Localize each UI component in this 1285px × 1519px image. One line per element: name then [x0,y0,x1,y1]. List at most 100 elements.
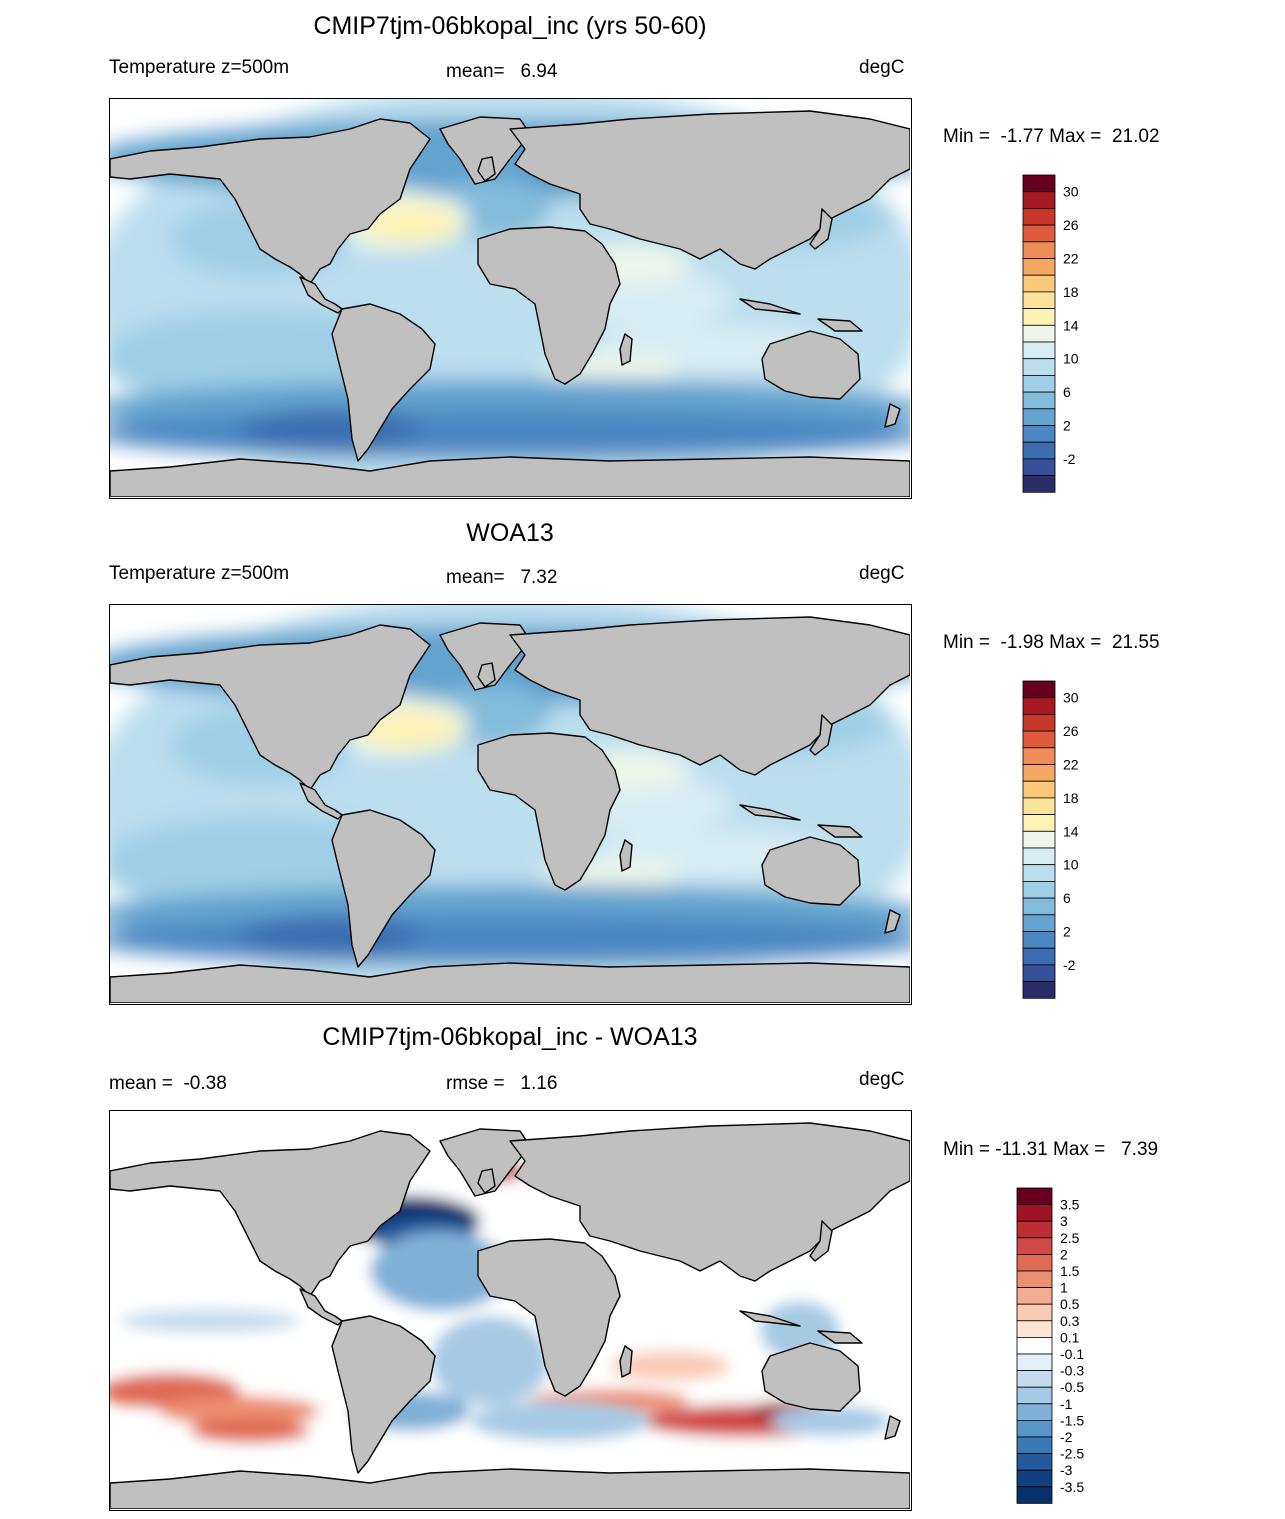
land-australia [761,836,861,906]
land-new-guinea [817,318,863,332]
colorbar-tick-label: 2 [1063,418,1071,434]
colorbar-bin [1022,224,1056,243]
colorbar-bin [1022,458,1056,476]
land-greenland [439,116,531,185]
colorbar-bin [1022,880,1056,899]
land-mask [110,1122,910,1509]
colorbar-bin [1022,931,1056,949]
land-australia [761,1342,861,1412]
colorbar-bin [1022,680,1056,699]
colorbar-bin [1016,1204,1053,1222]
colorbar-tick-label: 1.5 [1060,1263,1080,1279]
map-canvas [110,99,910,497]
colorbar-bin [1016,1453,1053,1471]
land-uk [477,1168,496,1194]
map-canvas [110,605,910,1003]
land-north-america [110,1130,431,1297]
colorbar-tick-label: -1.5 [1060,1412,1084,1428]
colorbar-bin [1022,981,1056,999]
panel-1-mean-label: mean= 6.94 [446,61,558,82]
panel-3-rmse-label: rmse = 1.16 [446,1073,558,1094]
land-japan [809,208,833,250]
colorbar-bin [1022,780,1056,799]
ocean-field-patch [110,915,910,965]
colorbar-bin [1022,964,1056,982]
colorbar-bin [1022,897,1056,916]
ocean-field-patch [190,1419,310,1443]
panel-2-variable-label: Temperature z=500m [109,563,290,584]
ocean-field-patch [360,710,460,750]
panel-3-units-label: degC [859,1069,905,1090]
colorbar-tick-label: -0.5 [1060,1379,1084,1395]
colorbar-tick-label: 22 [1063,251,1079,267]
colorbar-tick-label: -2 [1063,451,1076,467]
colorbar-bin [1016,1469,1053,1488]
colorbar-tick-label: 2 [1063,924,1071,940]
land-new-zealand [884,909,901,934]
colorbar-tick-label: -2.5 [1060,1446,1084,1462]
colorbar-bin [1022,358,1056,376]
land-japan [809,714,833,756]
colorbar-tick-label: -3.5 [1060,1479,1084,1495]
panel-3-map [109,1110,912,1511]
colorbar-canvas: 3.532.521.510.50.30.1-0.1-0.3-0.5-1-1.5-… [1016,1187,1084,1504]
colorbar-bin [1022,408,1056,426]
colorbar-bin [1022,274,1056,293]
colorbar-bin [1016,1320,1053,1338]
land-indonesia [739,1310,801,1327]
colorbar-bin [1022,174,1056,193]
colorbar-bin [1022,730,1056,749]
colorbar-bin [1016,1386,1053,1405]
colorbar-bin [1016,1187,1053,1206]
land-madagascar [619,333,633,366]
colorbar-tick-label: 6 [1063,890,1071,906]
colorbar-bin [1022,441,1056,460]
colorbar-tick-label: 0.3 [1060,1313,1080,1329]
panel-2-mean-label: mean= 7.32 [446,567,558,588]
land-new-guinea [817,824,863,838]
colorbar-tick-label: 14 [1063,317,1079,333]
colorbar-bin [1016,1303,1053,1322]
land-south-america [331,809,436,968]
land-antarctica [110,962,910,1003]
panel-3-mean-label: mean = -0.38 [109,1073,227,1094]
panel-3-colorbar: 3.5 3 2.5 2 1.5 1 0.5 0.3 0.1 -0.1 -0.3 -0.5 -1 -1.5-… [1016,1187,1127,1507]
colorbar-bin [1016,1287,1053,1305]
colorbar-bin [1022,191,1056,209]
ocean-field-patch [240,915,420,955]
colorbar-tick-label: -2 [1060,1429,1073,1445]
land-mask [110,110,910,497]
colorbar-bin [1022,208,1056,226]
land-north-america [110,118,431,285]
land-mask [110,616,910,1003]
colorbar-bin [1022,914,1056,932]
land-uk [477,662,496,688]
colorbar-bin [1016,1254,1053,1272]
land-new-zealand [884,1415,901,1440]
colorbar-tick-label: 6 [1063,384,1071,400]
panel-2-colorbar: 30 26 22 18 14 10 6 2 -2 [1022,680,1133,1002]
colorbar-bin [1016,1403,1053,1421]
colorbar-bin [1022,374,1056,393]
colorbar-tick-label: 26 [1063,217,1079,233]
colorbar-bin [1022,947,1056,966]
land-madagascar [619,1345,633,1378]
land-greenland [439,622,531,691]
colorbar-tick-label: 3 [1060,1213,1068,1229]
colorbar-tick-label: -0.3 [1060,1363,1084,1379]
colorbar-tick-label: 3.5 [1060,1197,1080,1213]
colorbar-tick-label: 18 [1063,790,1079,806]
colorbar-tick-label: 22 [1063,757,1079,773]
colorbar-bin [1016,1237,1053,1255]
colorbar-tick-label: 10 [1063,351,1079,367]
land-africa [477,226,621,385]
panel-3-title: CMIP7tjm-06bkopal_inc - WOA13 [322,1023,698,1051]
colorbar-bin [1016,1353,1053,1372]
ocean-field-patch [770,1406,890,1436]
land-new-zealand [884,403,901,428]
colorbar-canvas: 30 26 22 18 14 10 6 2 -2 [1022,680,1079,999]
ocean-field-patch [430,1316,550,1406]
panel-2-map [109,604,912,1005]
colorbar-tick-label: -3 [1060,1462,1073,1478]
colorbar-tick-label: 2 [1060,1246,1068,1262]
